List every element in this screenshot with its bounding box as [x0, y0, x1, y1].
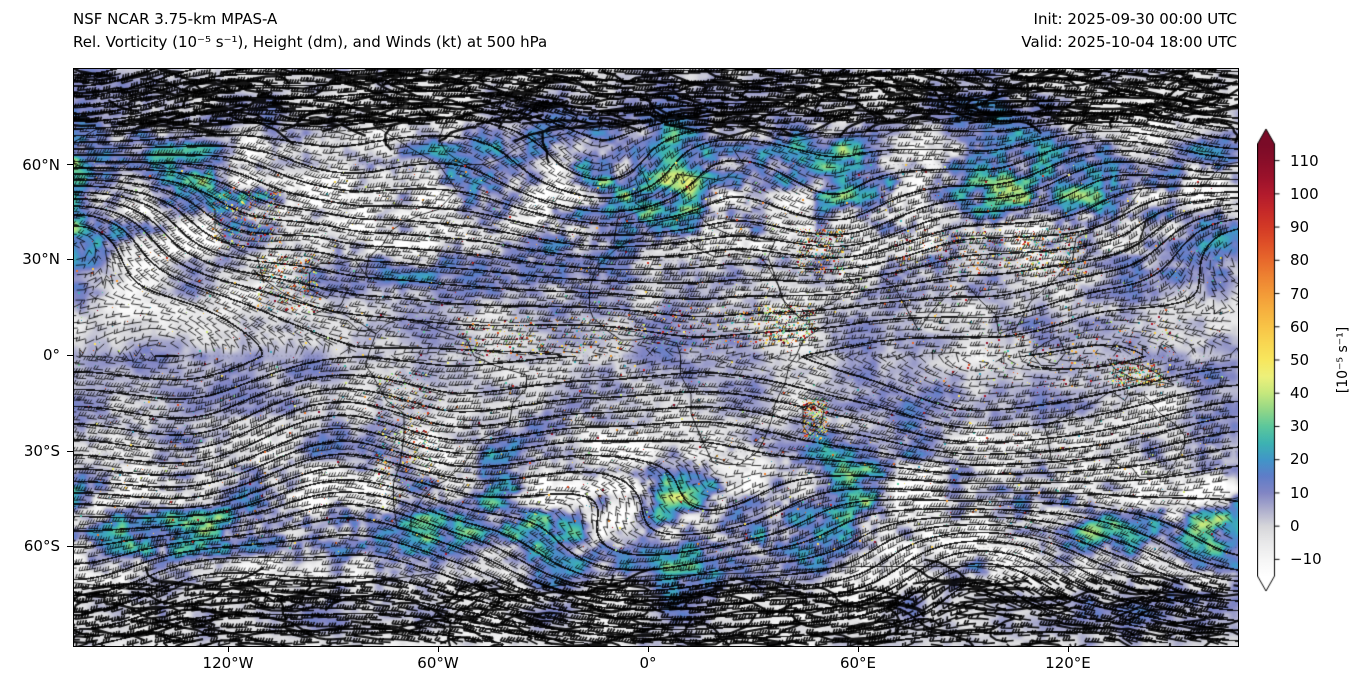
colorbar-tick-label: 100 — [1290, 185, 1319, 204]
colorbar-tick-label: 40 — [1290, 384, 1310, 403]
x-tick-label: 60°E — [839, 654, 877, 672]
y-axis-tick-mark — [67, 163, 73, 165]
y-tick-label: 60°S — [23, 537, 60, 556]
colorbar-tick-label: 30 — [1290, 417, 1310, 436]
colorbar-tick-label: 110 — [1290, 152, 1319, 170]
x-tick-label: 120°E — [1045, 654, 1091, 672]
y-tick-label: 60°N — [22, 155, 60, 174]
x-tick-label: 120°W — [202, 654, 254, 672]
x-tick-label: 60°W — [417, 654, 459, 672]
x-axis-tick-mark — [228, 646, 229, 652]
colorbar-tick-label: 90 — [1290, 218, 1310, 237]
x-axis-tick-mark — [438, 646, 439, 652]
colorbar-tick-label: 10 — [1290, 483, 1310, 502]
colorbar-tick-label: 70 — [1290, 284, 1310, 303]
x-axis: 120°W 60°W 0° 60°E 120°E — [73, 646, 1237, 676]
x-axis-tick-mark — [858, 646, 859, 652]
colorbar-canvas — [1257, 128, 1283, 592]
model-title: NSF NCAR 3.75-km MPAS-A — [73, 10, 278, 28]
x-axis-tick-mark — [1068, 646, 1069, 652]
y-tick-label: 0° — [42, 345, 60, 364]
colorbar-ticks: 110 100 90 80 70 60 50 40 30 20 10 0 −10 — [1290, 152, 1322, 568]
y-tick-label: 30°S — [23, 441, 60, 460]
colorbar-tick-label: 0 — [1290, 516, 1300, 535]
y-tick-label: 30°N — [22, 250, 60, 269]
colorbar-tick-label: 50 — [1290, 350, 1310, 369]
colorbar-tick-label: 20 — [1290, 450, 1310, 469]
y-axis-tick-mark — [67, 259, 73, 261]
field-title: Rel. Vorticity (10⁻⁵ s⁻¹), Height (dm), … — [73, 33, 548, 51]
colorbar-tick-label: 60 — [1290, 317, 1310, 336]
y-axis-tick-mark — [67, 450, 73, 452]
x-axis-tick-mark — [648, 646, 649, 652]
figure-times: Init: 2025-09-30 00:00 UTC Valid: 2025-1… — [1021, 8, 1237, 54]
figure-titles: NSF NCAR 3.75-km MPAS-A Rel. Vorticity (… — [73, 8, 547, 54]
map-panel — [73, 68, 1239, 647]
colorbar-tick-label: −10 — [1290, 549, 1322, 568]
y-axis-tick-mark — [67, 546, 73, 548]
colorbar: 110 100 90 80 70 60 50 40 30 20 10 0 −10… — [1257, 128, 1369, 598]
colorbar-unit-label: [10⁻⁵ s⁻¹] — [1335, 326, 1351, 394]
x-tick-label: 0° — [639, 654, 657, 672]
y-axis: 60°N 30°N 0° 30°S 60°S — [0, 68, 73, 645]
valid-time: Valid: 2025-10-04 18:00 UTC — [1021, 33, 1237, 51]
map-canvas — [74, 69, 1238, 646]
colorbar-tick-label: 80 — [1290, 251, 1310, 270]
y-axis-tick-mark — [67, 355, 73, 356]
init-time: Init: 2025-09-30 00:00 UTC — [1033, 10, 1237, 28]
